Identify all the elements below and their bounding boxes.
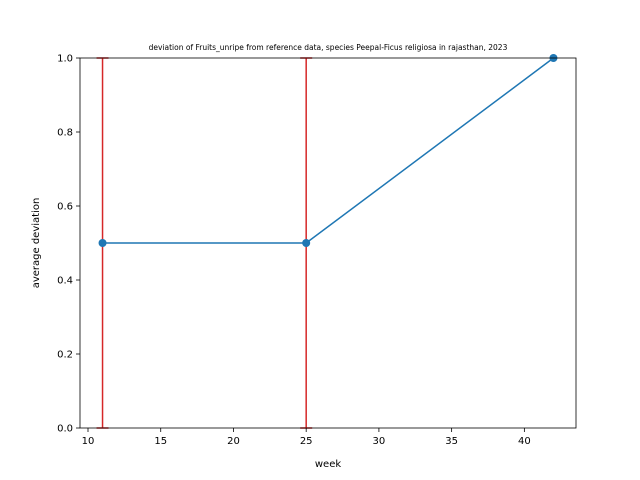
x-axis: 10 15 20 25 30 35 40 <box>82 428 531 447</box>
y-tick-label: 0.2 <box>57 350 73 361</box>
data-point <box>98 239 107 247</box>
y-axis-label: average deviation <box>31 198 42 289</box>
series-line <box>102 57 554 244</box>
y-tick-label: 1.0 <box>57 54 73 65</box>
x-tick-label: 20 <box>227 436 240 447</box>
y-tick-label: 0.8 <box>57 128 73 139</box>
data-point <box>302 239 311 247</box>
y-tick-label: 0.6 <box>57 202 73 213</box>
x-tick-label: 40 <box>518 436 531 447</box>
y-axis: 0.0 0.2 0.4 0.6 0.8 1.0 <box>57 54 80 435</box>
x-tick-label: 10 <box>82 436 95 447</box>
x-tick-label: 35 <box>445 436 458 447</box>
x-tick-label: 30 <box>373 436 386 447</box>
y-tick-label: 0.4 <box>57 276 73 287</box>
y-tick-label: 0.0 <box>57 424 73 435</box>
chart-title: deviation of Fruits_unripe from referenc… <box>149 43 508 52</box>
x-tick-label: 15 <box>154 436 167 447</box>
x-tick-label: 25 <box>300 436 313 447</box>
x-axis-label: week <box>315 459 341 470</box>
axes-frame <box>79 57 577 429</box>
plot-area <box>96 54 558 429</box>
